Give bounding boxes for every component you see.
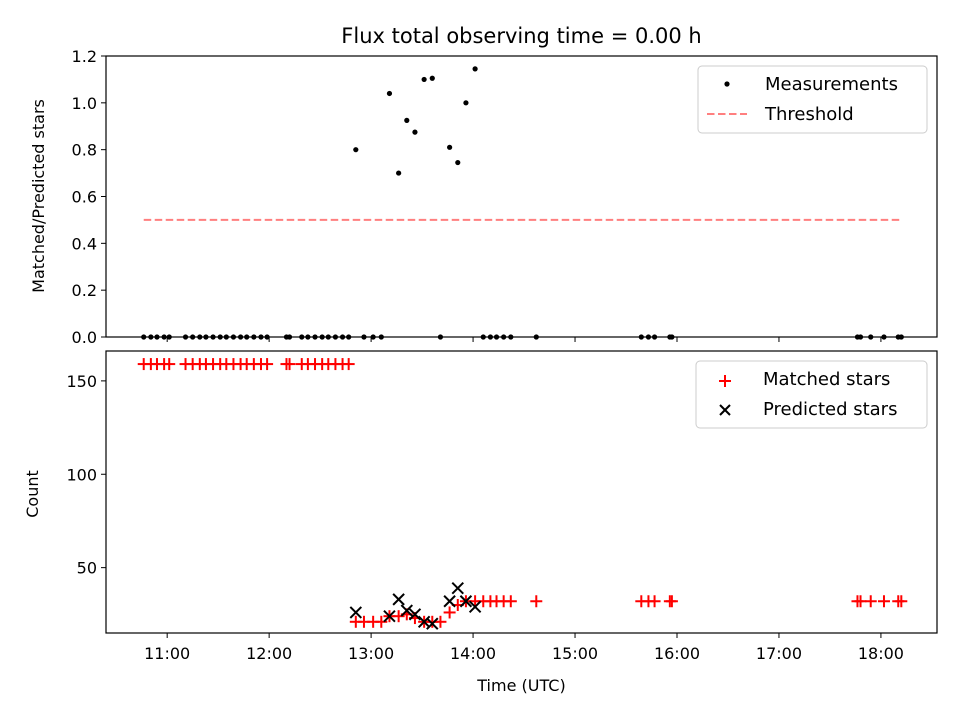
predicted-star-point: [383, 609, 396, 623]
legend-measurements-label: Measurements: [765, 74, 898, 95]
bottom-y-tick-label: 150: [66, 372, 97, 391]
matched-star-point: [163, 358, 176, 371]
matched-star-point: [434, 615, 447, 628]
bottom-x-tick-label: 14:00: [450, 644, 496, 663]
matched-star-point: [895, 595, 908, 608]
matched-star-point: [504, 595, 517, 608]
matched-star-point: [392, 610, 405, 623]
predicted-star-point: [443, 595, 456, 608]
measurement-point: [386, 90, 393, 97]
legend-matched-label: Matched stars: [763, 369, 890, 390]
matched-star-point: [530, 595, 543, 608]
measurement-point: [353, 147, 359, 153]
top-y-tick-label: 1.2: [72, 47, 97, 66]
legend-measurements-marker: [724, 81, 730, 87]
bottom-plot-area: 50 100 150 11:00 12:00 13:00 14:00 15:00 16:00 17…: [66, 350, 938, 663]
top-y-tick-label: 0.0: [72, 328, 97, 347]
top-axes-frame: [105, 55, 938, 338]
measurement-point: [447, 144, 453, 150]
predicted-star-point: [459, 595, 473, 608]
top-plot-area: 0.0 0.2 0.4 0.6 0.8 1.0 1.2: [72, 47, 938, 347]
measurement-point: [472, 66, 478, 72]
predicted-star-point: [426, 617, 439, 630]
matched-star-point: [283, 358, 296, 371]
top-y-tick-label: 0.6: [72, 188, 97, 207]
top-legend: Measurements Threshold: [697, 65, 928, 134]
predicted-star-point: [349, 606, 363, 619]
matched-star-point: [342, 358, 355, 371]
bottom-x-tick-label: 11:00: [144, 644, 190, 663]
bottom-axes-frame: [105, 350, 938, 634]
bottom-y-tick-label: 50: [77, 559, 97, 578]
matched-star-point: [854, 595, 867, 608]
top-legend-frame: [697, 65, 928, 134]
bottom-x-axis-label: Time (UTC): [476, 676, 565, 695]
bottom-legend-frame: [695, 360, 928, 429]
legend-predicted-marker: [719, 404, 731, 416]
bottom-legend: Matched stars Predicted stars: [695, 360, 928, 429]
measurement-point: [463, 100, 469, 106]
top-chart-title: Flux total observing time = 0.00 h: [341, 24, 701, 48]
predicted-star-point: [451, 581, 464, 595]
matched-star-point: [648, 595, 661, 608]
top-y-tick-label: 0.4: [72, 234, 97, 253]
legend-threshold-label: Threshold: [764, 104, 854, 125]
measurement-point: [404, 117, 410, 123]
top-y-tick-label: 0.8: [72, 141, 97, 160]
matched-star-point: [261, 358, 274, 371]
bottom-y-tick-label: 100: [66, 465, 97, 484]
predicted-star-point: [400, 604, 413, 617]
top-y-tick-label: 0.2: [72, 281, 97, 300]
predicted-star-point: [408, 608, 422, 621]
bottom-x-tick-label: 18:00: [858, 644, 904, 663]
bottom-x-tick-label: 17:00: [756, 644, 802, 663]
matched-star-point: [877, 595, 890, 608]
bottom-x-tick-label: 13:00: [348, 644, 394, 663]
measurement-point: [429, 75, 435, 81]
measurement-point: [412, 129, 418, 135]
matched-star-point: [443, 606, 456, 619]
matched-star-point: [665, 595, 678, 608]
bottom-x-tick-label: 12:00: [246, 644, 292, 663]
matched-star-point: [864, 595, 877, 608]
legend-predicted-label: Predicted stars: [763, 399, 897, 420]
matched-star-point: [375, 615, 388, 628]
legend-matched-marker: [719, 375, 731, 387]
measurement-point: [396, 170, 402, 176]
predicted-star-point: [468, 600, 482, 614]
top-y-tick-label: 1.0: [72, 94, 97, 113]
bottom-x-tick-label: 15:00: [552, 644, 598, 663]
bottom-y-axis-label: Count: [23, 470, 42, 518]
measurement-point: [455, 159, 461, 166]
top-y-axis-label: Matched/Predicted stars: [29, 99, 48, 293]
measurement-point: [421, 76, 427, 83]
predicted-star-point: [392, 593, 405, 606]
bottom-x-tick-label: 16:00: [654, 644, 700, 663]
